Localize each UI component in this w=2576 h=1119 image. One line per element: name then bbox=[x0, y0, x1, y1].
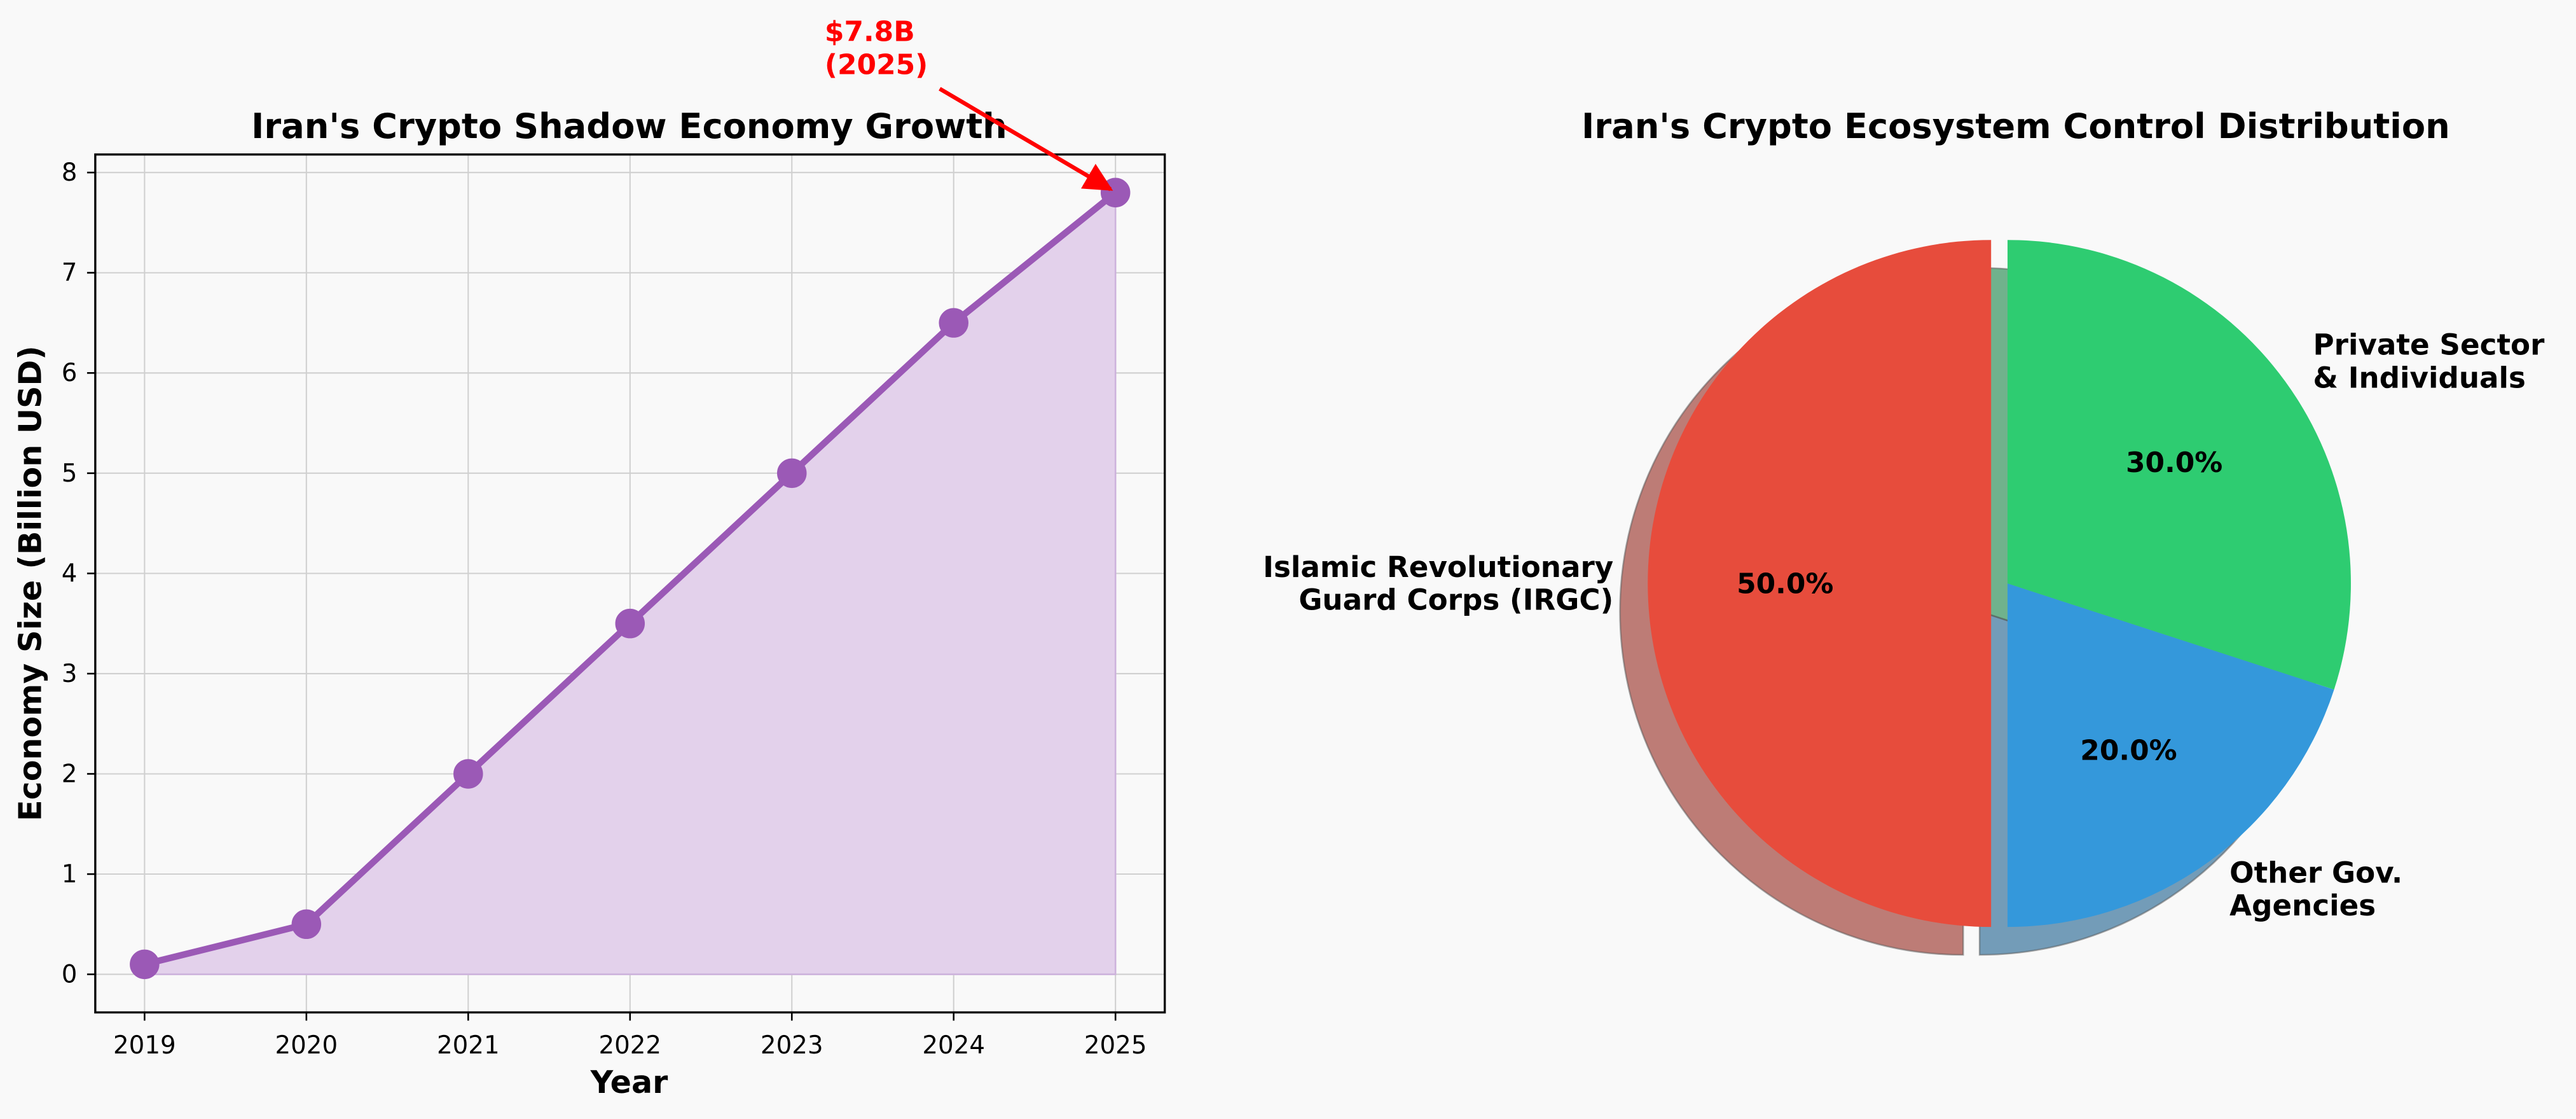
pie-chart-title: Iran's Crypto Ecosystem Control Distribu… bbox=[1581, 106, 2450, 146]
data-point bbox=[291, 909, 322, 940]
annotation-year: (2025) bbox=[825, 48, 928, 81]
y-tick-label: 7 bbox=[62, 259, 78, 288]
data-point bbox=[939, 308, 968, 338]
pie-slice bbox=[2008, 583, 2334, 928]
data-point bbox=[776, 458, 807, 489]
x-tick-label: 2020 bbox=[275, 1031, 338, 1060]
pie-category-label: & Individuals bbox=[2313, 361, 2526, 394]
y-tick-label: 1 bbox=[62, 860, 78, 889]
pie-category-label: Guard Corps (IRGC) bbox=[1298, 583, 1613, 616]
peak-annotation: $7.8B (2025) bbox=[825, 16, 1113, 191]
y-tick-label: 6 bbox=[62, 359, 78, 387]
line-chart: Iran's Crypto Shadow Economy Growth 2019… bbox=[12, 16, 1166, 1101]
x-tick-label: 2024 bbox=[922, 1031, 985, 1060]
data-point bbox=[1100, 177, 1131, 207]
pie-chart: Iran's Crypto Ecosystem Control Distribu… bbox=[1263, 106, 2545, 956]
x-tick-label: 2023 bbox=[761, 1031, 823, 1060]
pie-percent-label: 50.0% bbox=[1737, 568, 1833, 601]
data-point bbox=[615, 608, 645, 639]
x-axis-label: Year bbox=[590, 1064, 668, 1101]
pie-slice bbox=[1648, 240, 1992, 928]
annotation-value: $7.8B bbox=[825, 16, 915, 48]
x-tick-label: 2019 bbox=[113, 1031, 176, 1060]
pie-category-label: Agencies bbox=[2229, 889, 2376, 922]
y-tick-label: 5 bbox=[62, 459, 78, 488]
x-tick-label: 2022 bbox=[598, 1031, 661, 1060]
data-points bbox=[130, 177, 1131, 980]
y-axis-label: Economy Size (Billion USD) bbox=[12, 345, 49, 821]
y-tick-label: 3 bbox=[62, 660, 78, 688]
x-tick-label: 2021 bbox=[437, 1031, 500, 1060]
x-tick-label: 2025 bbox=[1084, 1031, 1147, 1060]
y-tick-label: 4 bbox=[62, 559, 78, 588]
pie-percent-label: 30.0% bbox=[2126, 447, 2222, 479]
y-tick-label: 0 bbox=[62, 960, 78, 989]
pie-category-label: Islamic Revolutionary bbox=[1263, 550, 1613, 584]
y-tick-label: 8 bbox=[62, 158, 78, 187]
data-point bbox=[453, 759, 483, 789]
y-tick-label: 2 bbox=[62, 760, 78, 788]
pie-category-label: Private Sector bbox=[2313, 328, 2545, 362]
pie-percent-label: 20.0% bbox=[2080, 735, 2177, 767]
x-axis-ticks: 2019 2020 2021 2022 2023 2024 2025 bbox=[113, 1012, 1147, 1060]
pie-slices bbox=[1648, 240, 2351, 928]
line-chart-title: Iran's Crypto Shadow Economy Growth bbox=[251, 106, 1007, 146]
data-point bbox=[130, 949, 160, 980]
pie-category-label: Other Gov. bbox=[2229, 856, 2402, 889]
y-axis-ticks: 0 1 2 3 4 5 6 7 8 bbox=[62, 158, 95, 989]
annotation-arrow bbox=[939, 87, 1113, 191]
pie-slice bbox=[2008, 240, 2351, 690]
